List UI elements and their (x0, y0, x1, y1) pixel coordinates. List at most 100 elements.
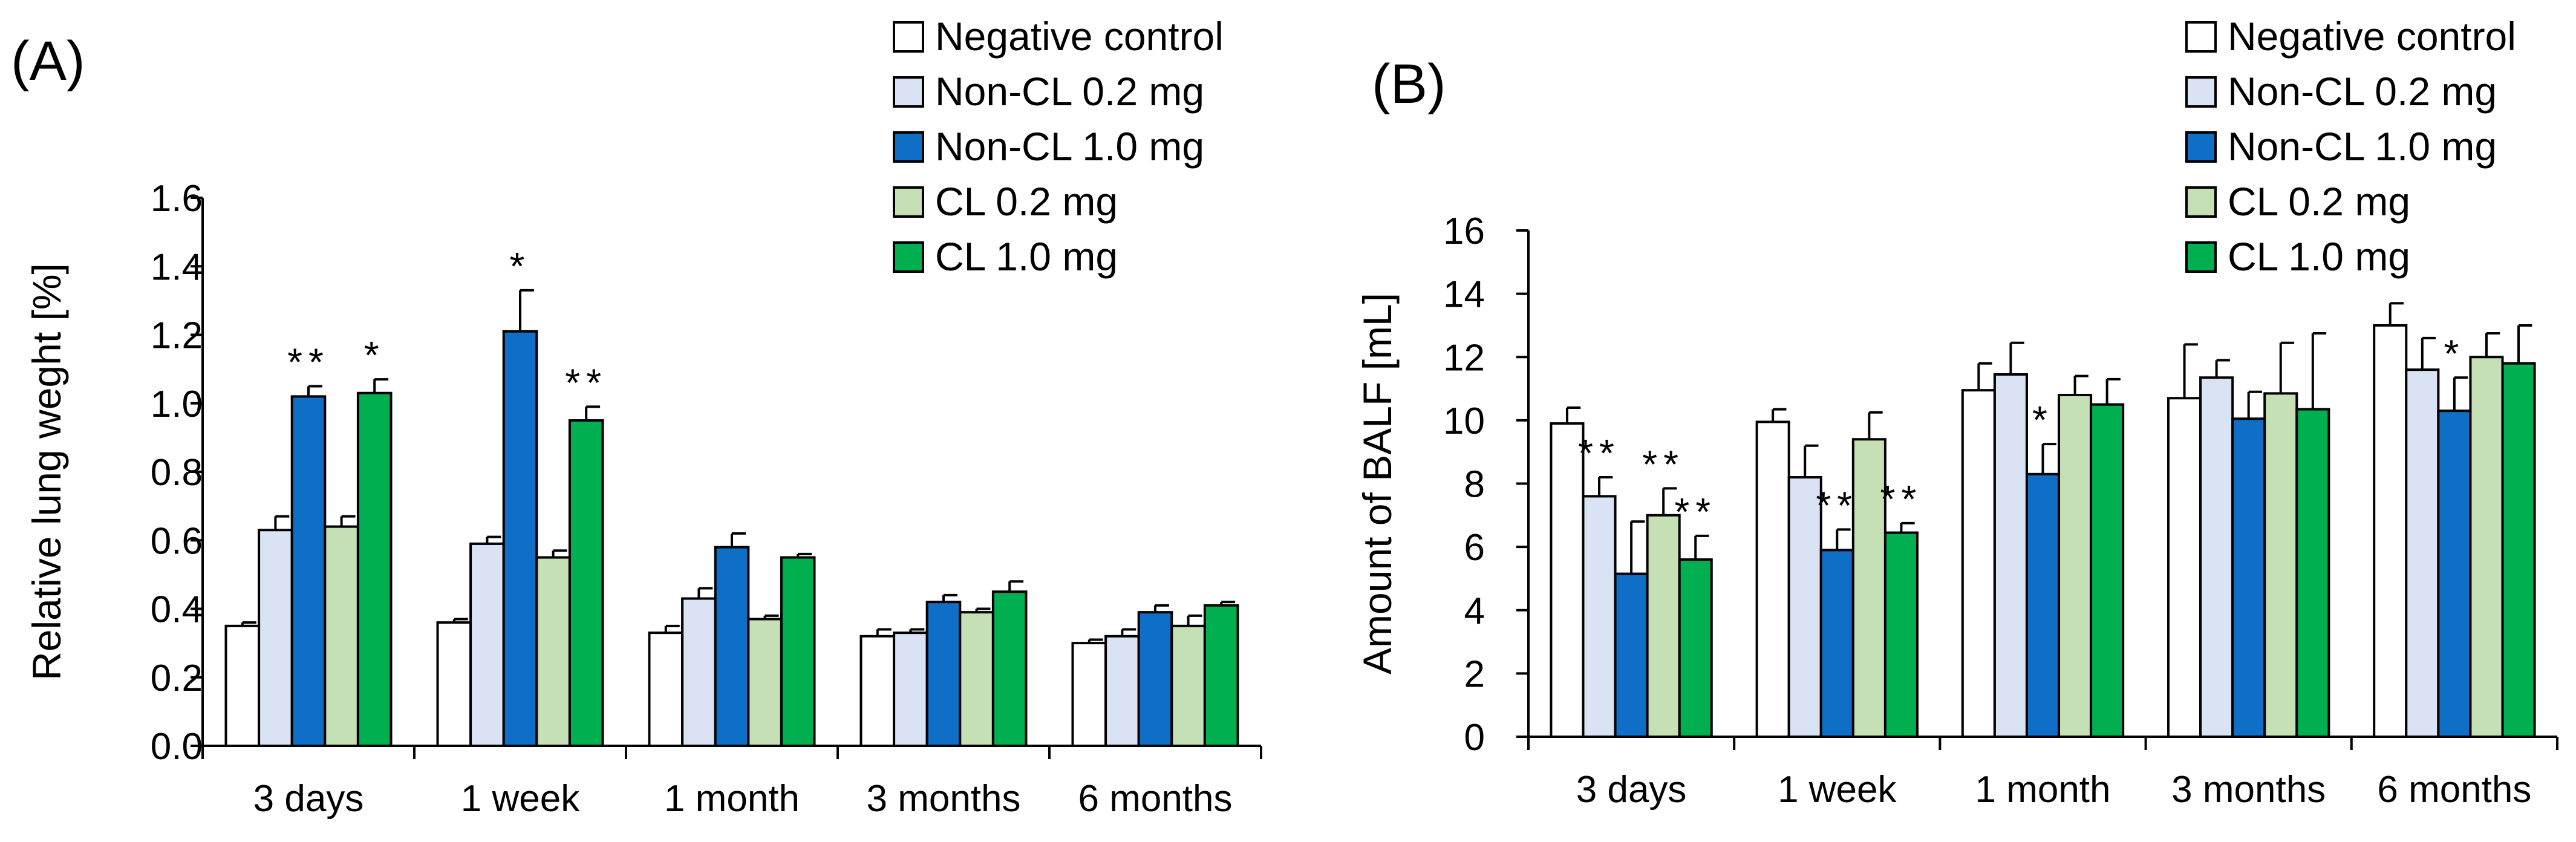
significance-marker: * (2444, 331, 2465, 375)
bar (1819, 549, 1854, 738)
bar (1137, 611, 1173, 747)
bar (2090, 403, 2125, 738)
y-tick-label: 4 (1464, 590, 1485, 632)
bar (1646, 514, 1681, 738)
bar (714, 546, 750, 747)
legend-label: Non-CL 0.2 mg (935, 69, 1204, 114)
bar (2405, 368, 2440, 738)
x-tick-label: 1 month (664, 778, 800, 820)
x-tick-label: 3 months (866, 778, 1020, 820)
x-tick-label: 1 month (1975, 769, 2110, 811)
bar (925, 601, 962, 747)
bar (2058, 394, 2093, 738)
legend-swatch (2185, 21, 2217, 53)
y-tick-label: 12 (1443, 337, 1485, 379)
bar (1071, 642, 1107, 747)
significance-marker: ** (1880, 477, 1923, 521)
significance-marker: ** (287, 340, 330, 383)
significance-marker: ** (1642, 442, 1684, 486)
y-tick-label: 14 (1443, 274, 1485, 316)
y-axis-title: Relative lung weght [%] (24, 263, 69, 680)
legend-swatch (2185, 76, 2217, 108)
bar (258, 529, 293, 747)
x-tick-label: 1 week (1778, 769, 1897, 811)
legend-label: CL 1.0 mg (2228, 234, 2410, 279)
bar (2373, 324, 2408, 738)
x-tick-label: 1 week (461, 778, 580, 820)
bar (1614, 572, 1649, 738)
legend-swatch (893, 131, 924, 163)
significance-marker: * (2032, 398, 2053, 442)
legend-swatch (893, 241, 924, 273)
y-tick-label: 1.6 (151, 178, 203, 220)
bar (1993, 373, 2028, 738)
significance-marker: ** (565, 361, 607, 404)
legend-label: Negative control (935, 14, 1224, 59)
bar (2469, 356, 2504, 738)
x-tick-label: 3 days (253, 778, 364, 820)
legend-swatch (2185, 241, 2217, 273)
y-tick-label: 0.8 (151, 452, 203, 494)
y-tick-label: 1.0 (151, 383, 203, 425)
legend-label: Negative control (2228, 14, 2516, 59)
legend-swatch (2185, 131, 2217, 163)
bar (1104, 635, 1140, 748)
legend-label: CL 0.2 mg (935, 179, 1118, 224)
bar (1582, 495, 1617, 738)
bar (747, 618, 783, 747)
bar (859, 635, 896, 748)
bar (224, 624, 261, 747)
y-tick-label: 1.2 (151, 315, 203, 357)
x-tick-label: 6 months (1078, 778, 1232, 820)
panel-b: (B) 0 2 4 6 8 10 12 14 16 Amount of BALF [mL] 3 day… (1355, 14, 2558, 811)
bar (290, 395, 327, 747)
bar (502, 330, 538, 747)
bar (568, 419, 604, 747)
y-axis-title: Amount of BALF [mL] (1355, 293, 1400, 674)
bar (469, 542, 505, 747)
bar (2167, 397, 2202, 738)
legend-label: CL 0.2 mg (2228, 179, 2410, 224)
y-tick-label: 0 (1464, 717, 1485, 759)
bar (2295, 408, 2330, 738)
bar (1678, 558, 1713, 738)
y-tick-label: 8 (1464, 464, 1485, 506)
bar (1755, 420, 1790, 738)
legend-label: Non-CL 1.0 mg (935, 124, 1204, 169)
bar (1203, 604, 1239, 748)
legend-swatch (893, 186, 924, 218)
significance-marker: * (364, 333, 385, 377)
bar (2231, 417, 2266, 738)
panel-label: (A) (11, 30, 85, 92)
legend-swatch (893, 21, 924, 53)
y-tick-label: 10 (1443, 400, 1485, 442)
y-tick-label: 6 (1464, 527, 1485, 569)
bar (2199, 376, 2234, 738)
bar (436, 621, 472, 748)
legend-label: CL 1.0 mg (935, 234, 1118, 279)
bar (324, 525, 359, 747)
bar (648, 632, 684, 747)
bar (991, 590, 1028, 747)
bar (1961, 389, 1996, 738)
bar (2025, 472, 2061, 739)
legend-label: Non-CL 0.2 mg (2228, 69, 2497, 114)
y-tick-label: 2 (1464, 653, 1485, 695)
x-tick-label: 3 days (1576, 769, 1687, 811)
y-tick-label: 0.4 (151, 589, 203, 631)
bar (535, 556, 571, 747)
legend-swatch (893, 76, 924, 108)
bar (1883, 531, 1919, 738)
y-tick-label: 0.0 (151, 726, 203, 768)
bar (2501, 362, 2536, 738)
y-tick-label: 0.2 (151, 658, 203, 699)
legend-label: Non-CL 1.0 mg (2228, 124, 2497, 169)
significance-marker: ** (1578, 431, 1620, 475)
bar (2437, 410, 2472, 738)
y-tick-label: 0.6 (151, 520, 203, 562)
bar (681, 597, 717, 748)
legend-swatch (2185, 186, 2217, 218)
bar (959, 611, 994, 747)
y-tick-label: 16 (1443, 211, 1485, 252)
